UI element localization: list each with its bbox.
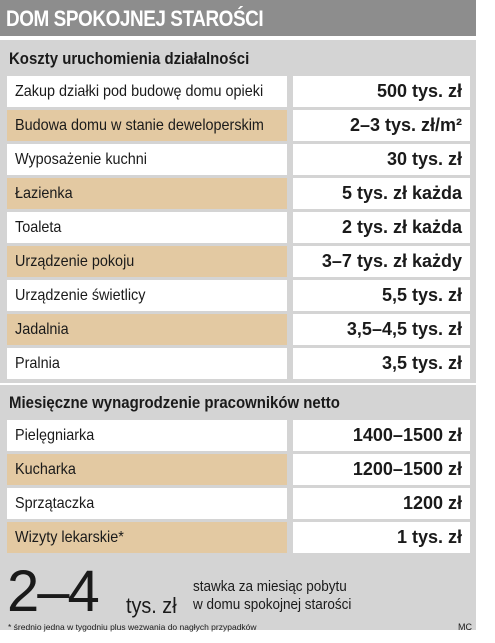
table-row: Łazienka 5 tys. zł każda [7,178,470,209]
row-value: 5 tys. zł każda [293,178,470,209]
summary-unit: tys. zł [126,593,177,618]
table-row: Kucharka 1200–1500 zł [7,454,470,485]
row-value: 1400–1500 zł [293,420,470,451]
row-value: 3,5–4,5 tys. zł [293,314,470,345]
row-label: Pielęgniarka [7,420,287,451]
table-row: Zakup działki pod budowę domu opieki 500… [7,76,470,107]
section-title-salaries: Miesięczne wynagrodzenie pracowników net… [9,393,340,412]
summary-description: stawka za miesiąc pobytu w domu spokojne… [193,578,351,614]
table-row: Pielęgniarka 1400–1500 zł [7,420,470,451]
row-label: Kucharka [7,454,287,485]
table-row: Urządzenie świetlicy 5,5 tys. zł [7,280,470,311]
row-value: 1200 zł [293,488,470,519]
footnote: * średnio jedna w tygodniu plus wezwania… [8,622,257,632]
row-value: 1200–1500 zł [293,454,470,485]
title-banner: DOM SPOKOJNEJ STAROŚCI [0,0,476,38]
row-label: Wyposażenie kuchni [7,144,287,175]
row-label: Sprzątaczka [7,488,287,519]
row-value: 30 tys. zł [293,144,470,175]
row-label: Urządzenie pokoju [7,246,287,277]
row-label: Zakup działki pod budowę domu opieki [7,76,287,107]
row-label: Toaleta [7,212,287,243]
row-value: 2 tys. zł każda [293,212,470,243]
row-value: 3,5 tys. zł [293,348,470,379]
row-label: Łazienka [7,178,287,209]
author-credit: MC [458,622,472,632]
row-label: Jadalnia [7,314,287,345]
table-row: Urządzenie pokoju 3–7 tys. zł każdy [7,246,470,277]
row-label: Budowa domu w stanie deweloperskim [7,110,287,141]
page-title: DOM SPOKOJNEJ STAROŚCI [6,6,264,31]
section-title-startup-costs: Koszty uruchomienia działalności [9,49,250,68]
row-value: 5,5 tys. zł [293,280,470,311]
row-label: Wizyty lekarskie* [7,522,287,553]
row-value: 500 tys. zł [293,76,470,107]
table-row: Wyposażenie kuchni 30 tys. zł [7,144,470,175]
row-label: Pralnia [7,348,287,379]
table-row: Budowa domu w stanie deweloperskim 2–3 t… [7,110,470,141]
summary-description-line2: w domu spokojnej starości [193,596,352,613]
row-value: 1 tys. zł [293,522,470,553]
section-divider [0,383,476,385]
table-row: Wizyty lekarskie* 1 tys. zł [7,522,470,553]
summary-description-line1: stawka za miesiąc pobytu [193,578,347,595]
table-row: Pralnia 3,5 tys. zł [7,348,470,379]
row-value: 3–7 tys. zł każdy [293,246,470,277]
summary-number: 2–4 [7,559,100,624]
table-row: Sprzątaczka 1200 zł [7,488,470,519]
row-label: Urządzenie świetlicy [7,280,287,311]
table-row: Toaleta 2 tys. zł każda [7,212,470,243]
table-row: Jadalnia 3,5–4,5 tys. zł [7,314,470,345]
row-value: 2–3 tys. zł/m² [293,110,470,141]
